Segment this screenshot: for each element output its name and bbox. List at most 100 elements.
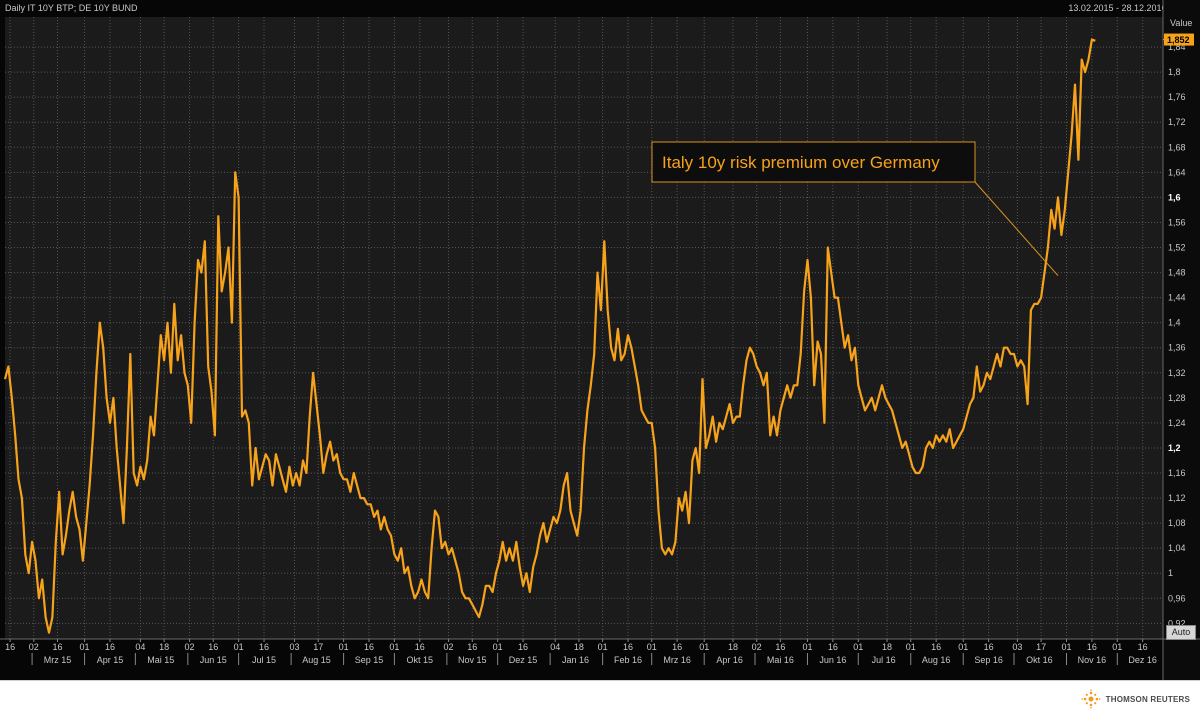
y-tick-label: 1 <box>1168 568 1173 578</box>
brand-name: THOMSON REUTERS <box>1105 694 1190 704</box>
x-tick-label: 16 <box>828 642 838 652</box>
chart-window: Daily IT 10Y BTP; DE 10Y BUND 13.02.2015… <box>0 0 1200 680</box>
x-month-label: Mai 16 <box>767 655 794 665</box>
x-tick-label: 02 <box>752 642 762 652</box>
x-month-label: Okt 15 <box>407 655 434 665</box>
annotation-box <box>651 141 976 183</box>
x-tick-label: 16 <box>1138 642 1148 652</box>
x-month-label: Jul 16 <box>872 655 896 665</box>
x-tick-label: 01 <box>234 642 244 652</box>
x-tick-label: 16 <box>208 642 218 652</box>
x-tick-label: 16 <box>931 642 941 652</box>
x-tick-label: 16 <box>1087 642 1097 652</box>
spread-series-line <box>3 38 1096 634</box>
x-tick-label: 16 <box>623 642 633 652</box>
x-month-label: Jan 16 <box>562 655 589 665</box>
annotation-leader-line <box>974 181 1059 277</box>
footer: THOMSON REUTERS <box>0 680 1200 714</box>
x-tick-label: 01 <box>339 642 349 652</box>
x-tick-label: 16 <box>775 642 785 652</box>
x-month-label: Apr 15 <box>97 655 124 665</box>
brand-logo: THOMSON REUTERS <box>1081 689 1190 709</box>
x-tick-label: 01 <box>802 642 812 652</box>
x-tick-label: 16 <box>364 642 374 652</box>
x-tick-label: 01 <box>647 642 657 652</box>
x-tick-label: 16 <box>52 642 62 652</box>
y-tick-label: 1,44 <box>1168 293 1186 303</box>
y-tick-label: 1,2 <box>1168 443 1181 453</box>
x-tick-label: 04 <box>135 642 145 652</box>
annotation-text: Italy 10y risk premium over Germany <box>662 153 940 172</box>
y-tick-label: 1,64 <box>1168 167 1186 177</box>
line-chart[interactable]: 0,92 0,96 1 1,04 1,08 1,12 1,16 1,2 1,24 1,28 1,32… <box>0 0 1200 680</box>
x-tick-label: 03 <box>1012 642 1022 652</box>
x-tick-label: 02 <box>185 642 195 652</box>
x-month-label: Dez 15 <box>509 655 538 665</box>
y-axis-panel <box>1163 0 1200 680</box>
x-tick-label: 18 <box>574 642 584 652</box>
x-tick-label: 01 <box>598 642 608 652</box>
x-tick-label: 03 <box>289 642 299 652</box>
x-month-label: Mrz 16 <box>663 655 691 665</box>
x-month-label: Feb 16 <box>614 655 642 665</box>
y-tick-label: 1,72 <box>1168 117 1186 127</box>
x-tick-label: 16 <box>5 642 15 652</box>
y-tick-label: 1,84 <box>1168 42 1186 52</box>
x-tick-label: 01 <box>389 642 399 652</box>
y-tick-label: 0,92 <box>1168 618 1186 628</box>
y-tick-label: 1,24 <box>1168 418 1186 428</box>
last-value-badge <box>1164 33 1194 46</box>
x-tick-label: 01 <box>80 642 90 652</box>
auto-scale-button[interactable]: Auto <box>1166 625 1196 640</box>
x-month-label: Aug 16 <box>922 655 951 665</box>
x-tick-label: 16 <box>467 642 477 652</box>
x-tick-label: 01 <box>958 642 968 652</box>
x-month-label: Nov 15 <box>458 655 487 665</box>
x-month-label: Apr 16 <box>716 655 743 665</box>
x-tick-label: 01 <box>699 642 709 652</box>
plot-area <box>5 17 1163 639</box>
y-tick-label: 1,52 <box>1168 243 1186 253</box>
y-tick-label: 1,28 <box>1168 393 1186 403</box>
x-tick-label: 01 <box>906 642 916 652</box>
chart-title: Daily IT 10Y BTP; DE 10Y BUND <box>5 3 138 13</box>
x-tick-label: 02 <box>444 642 454 652</box>
y-tick-label: 1,08 <box>1168 518 1186 528</box>
x-month-label: Jun 16 <box>819 655 846 665</box>
x-tick-label: 18 <box>882 642 892 652</box>
y-axis-title: Value <box>1170 18 1192 28</box>
x-tick-label: 18 <box>728 642 738 652</box>
y-tick-label: 0,96 <box>1168 593 1186 603</box>
x-month-label: Dez 16 <box>1128 655 1157 665</box>
x-tick-label: 16 <box>259 642 269 652</box>
x-tick-label: 16 <box>105 642 115 652</box>
x-month-label: Sep 15 <box>355 655 384 665</box>
y-tick-label: 1,76 <box>1168 92 1186 102</box>
x-month-label: Nov 16 <box>1078 655 1107 665</box>
y-tick-label: 1,68 <box>1168 142 1186 152</box>
x-month-label: Jul 15 <box>252 655 276 665</box>
x-tick-label: 16 <box>984 642 994 652</box>
last-value-label: 1,852 <box>1167 35 1190 45</box>
y-tick-label: 1,8 <box>1168 67 1181 77</box>
x-tick-label: 16 <box>518 642 528 652</box>
x-month-label: Jun 15 <box>200 655 227 665</box>
thomson-reuters-icon <box>1081 689 1101 709</box>
x-tick-label: 16 <box>415 642 425 652</box>
y-tick-label: 1,4 <box>1168 318 1181 328</box>
y-tick-label: 1,36 <box>1168 343 1186 353</box>
y-tick-label: 1,32 <box>1168 368 1186 378</box>
x-tick-label: 17 <box>313 642 323 652</box>
y-tick-label: 1,56 <box>1168 217 1186 227</box>
x-month-label: Okt 16 <box>1026 655 1053 665</box>
x-month-label: Sep 16 <box>974 655 1003 665</box>
x-tick-label: 18 <box>159 642 169 652</box>
date-range: 13.02.2015 - 28.12.2016 (GMT) <box>1068 3 1195 13</box>
x-tick-label: 01 <box>493 642 503 652</box>
x-month-label: Mai 15 <box>147 655 174 665</box>
x-tick-label: 01 <box>1061 642 1071 652</box>
x-tick-label: 16 <box>672 642 682 652</box>
x-tick-label: 01 <box>853 642 863 652</box>
y-tick-label: 1,48 <box>1168 268 1186 278</box>
y-tick-label: 1,6 <box>1168 192 1181 202</box>
